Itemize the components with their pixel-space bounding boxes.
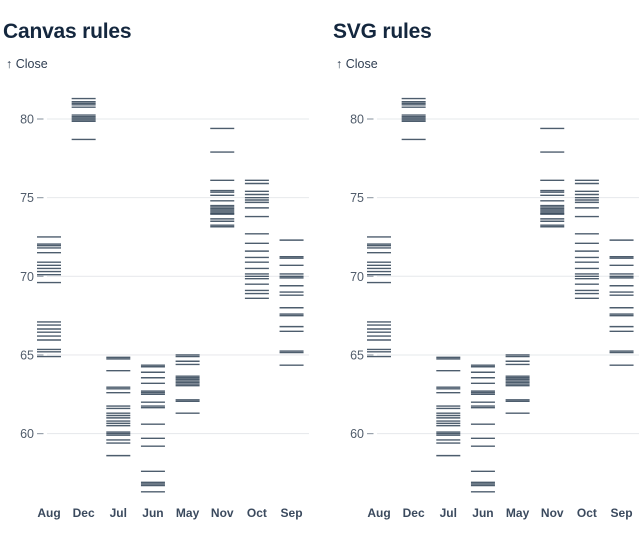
canvas-figure-title: Canvas rules (3, 20, 132, 43)
svg-rules-figure: SVG rules ↑ Close 80 75 70 65 60 Aug Dec Jul Jun… (330, 0, 640, 538)
svg-figure-title: SVG rules (333, 20, 432, 43)
svg-tick-chart: 80 75 70 65 60 Aug Dec Jul Jun May Nov Oct Sep (350, 97, 639, 520)
y-tick-label: 65 (350, 348, 364, 362)
x-tick-label: Aug (367, 506, 390, 520)
canvas-rules-figure: Canvas rules ↑ Close (0, 20, 320, 528)
x-tick-label: Nov (541, 506, 564, 520)
y-tick-label: 70 (350, 270, 364, 284)
y-tick-label: 80 (350, 113, 364, 127)
canvas-y-axis-label: ↑ Close (6, 57, 48, 72)
canvas-tick-chart (0, 88, 320, 528)
x-tick-label: Dec (403, 506, 425, 520)
x-tick-label: Jun (472, 506, 493, 520)
x-tick-label: Jul (440, 506, 457, 520)
x-tick-label: Sep (611, 506, 633, 520)
svg-y-axis-label: ↑ Close (336, 57, 378, 72)
x-tick-label: May (506, 506, 530, 520)
y-tick-label: 60 (350, 427, 364, 441)
x-tick-label: Oct (577, 506, 597, 520)
y-tick-label: 75 (350, 191, 364, 205)
